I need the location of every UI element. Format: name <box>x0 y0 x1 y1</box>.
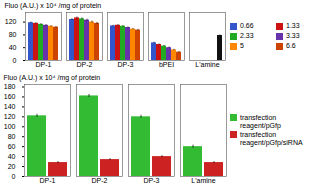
html-text:0.66: 0.66 <box>240 22 254 29</box>
html-text:2.33: 2.33 <box>240 32 254 39</box>
svg-text:Fluo (A.U.) x 10⁴ /mg of prote: Fluo (A.U.) x 10⁴ /mg of protein <box>5 2 102 10</box>
svg-text:DP-3: DP-3 <box>118 61 134 68</box>
svg-text:DP-1: DP-1 <box>40 177 56 184</box>
svg-text:140: 140 <box>4 103 16 110</box>
svg-text:0: 0 <box>13 57 17 64</box>
html-text:3.33: 3.33 <box>286 32 300 39</box>
svg-text:80: 80 <box>9 31 17 38</box>
html-text:transfection reagent/pGfp: transfection reagent/pGfp <box>240 113 281 129</box>
svg-text:120: 120 <box>5 18 17 25</box>
svg-text:160: 160 <box>4 93 16 100</box>
svg-text:120: 120 <box>4 113 16 120</box>
svg-text:DP-2: DP-2 <box>77 61 93 68</box>
svg-text:Fluo (A.U.) x 10⁴ /mg of prote: Fluo (A.U.) x 10⁴ /mg of protein <box>4 74 101 82</box>
html-text:1.33: 1.33 <box>286 22 300 29</box>
svg-text:DP-1: DP-1 <box>36 61 52 68</box>
svg-text:40: 40 <box>9 44 17 51</box>
svg-text:DP-2: DP-2 <box>92 177 108 184</box>
html-text:6.6: 6.6 <box>286 42 296 49</box>
html-text:transfection reagent/pGfp/siRN: transfection reagent/pGfp/siRNA <box>240 130 303 146</box>
svg-text:DP-3: DP-3 <box>144 177 160 184</box>
svg-text:40: 40 <box>8 153 16 160</box>
svg-text:bPEI: bPEI <box>159 61 174 68</box>
html-text:5: 5 <box>240 42 244 49</box>
svg-text:180: 180 <box>4 83 16 90</box>
svg-text:L'amine: L'amine <box>195 61 219 68</box>
svg-text:80: 80 <box>8 133 16 140</box>
svg-text:0: 0 <box>12 173 16 180</box>
svg-text:60: 60 <box>8 143 16 150</box>
svg-text:100: 100 <box>4 123 16 130</box>
svg-text:L'amine: L'amine <box>191 177 215 184</box>
svg-text:20: 20 <box>8 163 16 170</box>
